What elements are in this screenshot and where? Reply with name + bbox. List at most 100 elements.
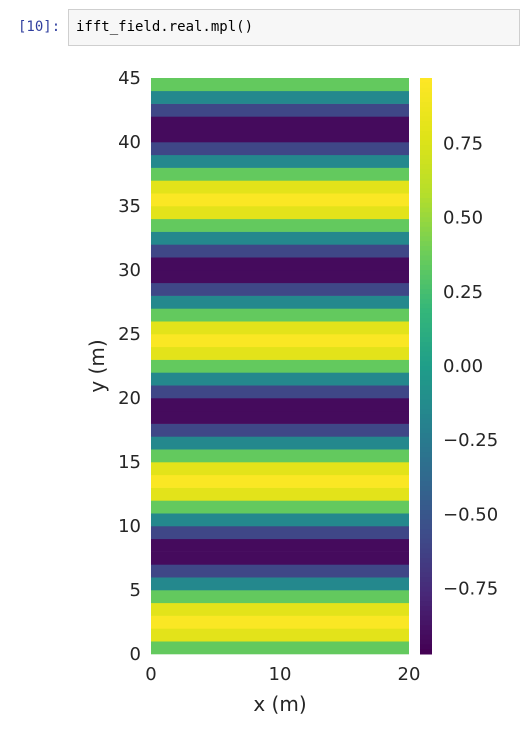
colorbar-segment bbox=[420, 390, 432, 396]
colorbar-tick-label: −0.75 bbox=[443, 579, 498, 600]
colorbar-segment bbox=[420, 534, 432, 540]
colorbar-segment bbox=[420, 289, 432, 295]
colorbar-segment bbox=[420, 145, 432, 151]
heatmap-row bbox=[151, 218, 409, 232]
heatmap-row bbox=[151, 90, 409, 104]
colorbar-segment bbox=[420, 409, 432, 415]
heatmap-row bbox=[151, 487, 409, 501]
colorbar-segment bbox=[420, 236, 432, 242]
colorbar-segment bbox=[420, 625, 432, 631]
cell-prompt: [10]: bbox=[18, 19, 61, 35]
heatmap-row bbox=[151, 462, 409, 476]
colorbar-segment bbox=[420, 649, 432, 655]
heatmap-row bbox=[151, 244, 409, 258]
colorbar-segment bbox=[420, 260, 432, 266]
heatmap-row bbox=[151, 116, 409, 130]
colorbar-segment bbox=[420, 126, 432, 132]
y-tick-label: 5 bbox=[130, 580, 141, 601]
heatmap-row bbox=[151, 257, 409, 271]
colorbar-segment bbox=[420, 265, 432, 271]
colorbar-segment bbox=[420, 543, 432, 549]
colorbar-segment bbox=[420, 198, 432, 204]
colorbar-segment bbox=[420, 154, 432, 161]
heatmap-row bbox=[151, 436, 409, 450]
colorbar-segment bbox=[420, 418, 432, 425]
colorbar-segment bbox=[420, 294, 432, 300]
colorbar-segment bbox=[420, 471, 432, 477]
colorbar-segment bbox=[420, 270, 432, 276]
colorbar-segment bbox=[420, 462, 432, 468]
colorbar-segment bbox=[420, 226, 432, 233]
heatmap-row bbox=[151, 410, 409, 424]
colorbar-segment bbox=[420, 620, 432, 626]
y-tick-label: 45 bbox=[118, 68, 141, 89]
colorbar-segment bbox=[420, 486, 432, 492]
colorbar-segment bbox=[420, 212, 432, 218]
heatmap-row bbox=[151, 270, 409, 284]
colorbar-segment bbox=[420, 577, 432, 583]
heatmap-row bbox=[151, 359, 409, 373]
x-tick-label: 0 bbox=[145, 664, 156, 685]
colorbar-segment bbox=[420, 327, 432, 333]
colorbar-segment bbox=[420, 423, 432, 429]
colorbar-segment bbox=[420, 313, 432, 319]
y-tick-label: 15 bbox=[118, 452, 141, 473]
colorbar-segment bbox=[420, 241, 432, 247]
heatmap-row bbox=[151, 346, 409, 360]
code-input[interactable]: ifft_field.real.mpl() bbox=[68, 9, 520, 46]
heatmap-row bbox=[151, 538, 409, 552]
colorbar-segment bbox=[420, 529, 432, 535]
colorbar-segment bbox=[420, 78, 432, 84]
colorbar-segment bbox=[420, 116, 432, 122]
heatmap-row bbox=[151, 154, 409, 168]
y-tick-label: 30 bbox=[118, 260, 141, 281]
colorbar-segment bbox=[420, 394, 432, 401]
heatmap-row bbox=[151, 103, 409, 117]
colorbar-segment bbox=[420, 572, 432, 578]
colorbar-segment bbox=[420, 111, 432, 117]
heatmap-row bbox=[151, 321, 409, 335]
heatmap-row bbox=[151, 295, 409, 309]
heatmap-row bbox=[151, 372, 409, 386]
colorbar-segment bbox=[420, 97, 432, 103]
colorbar-segment bbox=[420, 87, 432, 93]
colorbar-segment bbox=[420, 428, 432, 434]
colorbar-segment bbox=[420, 596, 432, 602]
colorbar-segment bbox=[420, 346, 432, 353]
heatmap-row bbox=[151, 308, 409, 322]
heatmap-row bbox=[151, 193, 409, 207]
colorbar-segment bbox=[420, 385, 432, 391]
colorbar-segment bbox=[420, 615, 432, 621]
colorbar-segment bbox=[420, 466, 432, 473]
colorbar-segment bbox=[420, 457, 432, 463]
colorbar-segment bbox=[420, 524, 432, 530]
colorbar-segment bbox=[420, 404, 432, 410]
colorbar-segment bbox=[420, 380, 432, 386]
colorbar-tick-labels: 0.75 0.50 0.25 0.00 −0.25 −0.50 −0.75 bbox=[443, 133, 498, 599]
colorbar-segment bbox=[420, 82, 432, 89]
y-tick-label: 20 bbox=[118, 388, 141, 409]
colorbar-segment bbox=[420, 322, 432, 329]
colorbar-segment bbox=[420, 490, 432, 497]
colorbar-segment bbox=[420, 217, 432, 223]
colorbar-segment bbox=[420, 370, 432, 377]
heatmap-rows bbox=[151, 78, 409, 655]
colorbar-segment bbox=[420, 351, 432, 357]
heatmap-row bbox=[151, 564, 409, 578]
colorbar-segment bbox=[420, 433, 432, 439]
colorbar-segment bbox=[420, 246, 432, 252]
colorbar-segment bbox=[420, 92, 432, 98]
colorbar-segment bbox=[420, 442, 432, 449]
heatmap-row bbox=[151, 602, 409, 616]
colorbar-segment bbox=[420, 591, 432, 597]
colorbar-segment bbox=[420, 193, 432, 199]
colorbar-segment bbox=[420, 342, 432, 348]
colorbar-segment bbox=[420, 567, 432, 573]
colorbar-tick-label: 0.50 bbox=[443, 208, 483, 229]
heatmap-row bbox=[151, 385, 409, 399]
heatmap-row bbox=[151, 167, 409, 181]
colorbar-segment bbox=[420, 558, 432, 564]
heatmap-row bbox=[151, 590, 409, 604]
colorbar-segment bbox=[420, 308, 432, 314]
colorbar-segment bbox=[420, 159, 432, 165]
